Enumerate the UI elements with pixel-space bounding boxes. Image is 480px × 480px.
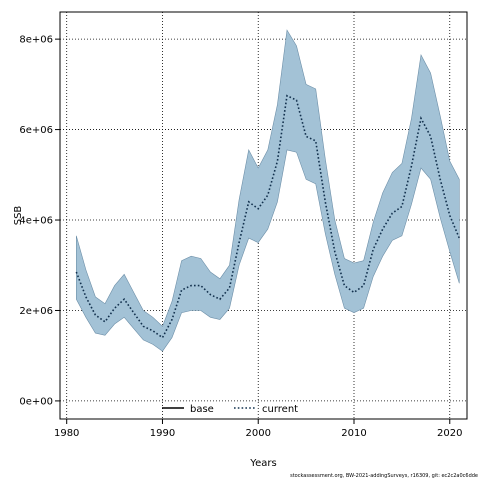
y-tick-label: 8e+06 <box>19 35 53 46</box>
legend-label-base: base <box>190 404 214 415</box>
x-tick-label: 1990 <box>150 428 175 439</box>
legend: base current <box>162 404 298 415</box>
x-tick-label: 2000 <box>246 428 271 439</box>
y-tick-label: 2e+06 <box>19 306 53 317</box>
x-tick-label: 2020 <box>437 428 462 439</box>
series-line-current <box>75 94 461 339</box>
axes: 1980 1990 2000 2010 2020 0e+00 2e+06 4e+06 6e+06… <box>19 35 462 439</box>
plot-frame <box>59 11 468 420</box>
x-tick-label: 1980 <box>54 428 79 439</box>
confidence-band <box>76 29 460 352</box>
x-axis-title: Years <box>249 458 276 469</box>
footnote: stockassessment.org, BW-2021-addingSurve… <box>290 473 478 479</box>
legend-label-current: current <box>262 404 298 415</box>
y-axis-title: SSB <box>13 206 24 226</box>
y-tick-label: 4e+06 <box>19 216 53 227</box>
x-tick-label: 2010 <box>341 428 366 439</box>
y-tick-label: 0e+00 <box>19 396 53 407</box>
y-tick-label: 6e+06 <box>19 125 53 136</box>
